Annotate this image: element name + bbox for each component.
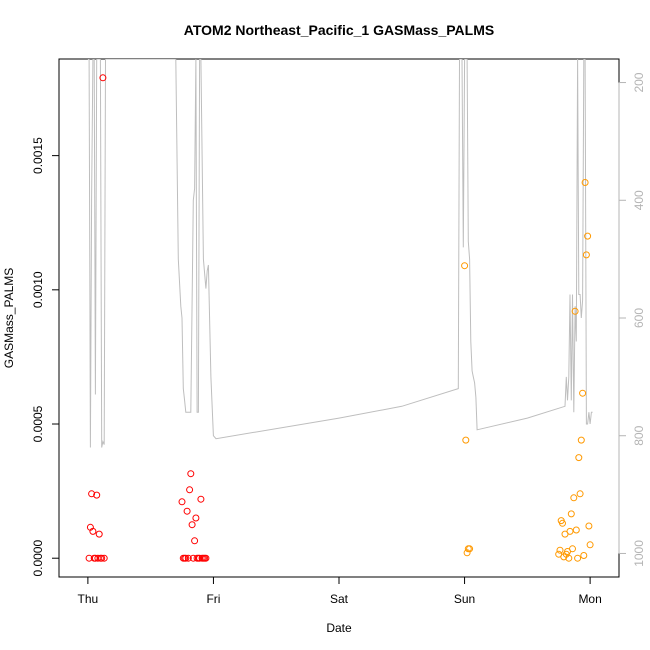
data-point — [178, 498, 186, 506]
y2-tick-label: 400 — [632, 190, 646, 210]
data-point — [559, 519, 566, 527]
y2-tick-label: 800 — [632, 425, 646, 445]
data-point — [197, 495, 205, 503]
y2-tick-label: 200 — [632, 72, 646, 92]
data-point — [183, 507, 191, 515]
data-point — [574, 554, 582, 562]
data-point — [571, 307, 579, 315]
y-tick-label: 0.0015 — [31, 137, 45, 174]
y-tick-label: 0.0000 — [31, 540, 45, 577]
y-axis: 0.0000 0.0005 0.0010 0.0015 — [31, 137, 60, 577]
y-axis-label: GASMass_PALMS — [2, 268, 16, 368]
y2-axis: 200 400 600 800 1000 — [618, 72, 646, 567]
data-point — [567, 510, 575, 518]
y-tick-label: 0.0005 — [31, 405, 45, 442]
data-point — [88, 490, 96, 498]
y2-tick-label: 1000 — [632, 540, 646, 567]
x-axis: Thu Fri Sat Sun Mon — [78, 576, 602, 606]
data-point — [99, 74, 107, 82]
data-point — [192, 514, 200, 522]
data-point — [100, 554, 108, 562]
data-point — [580, 552, 588, 559]
data-point — [565, 554, 573, 562]
data-point — [462, 436, 470, 444]
data-point — [182, 554, 190, 562]
chart-title: ATOM2 Northeast_Pacific_1 GASMass_PALMS — [184, 22, 494, 38]
data-point — [556, 546, 564, 554]
data-point — [576, 490, 584, 498]
data-point — [586, 541, 594, 549]
x-tick-label: Thu — [78, 592, 99, 606]
data-point — [582, 251, 590, 259]
plot-frame — [58, 58, 620, 578]
data-point — [184, 554, 192, 562]
data-point — [577, 436, 585, 444]
data-point — [584, 232, 592, 240]
data-point — [566, 527, 574, 535]
pressure-line-layer — [87, 59, 593, 448]
data-point — [570, 494, 578, 502]
x-tick-label: Fri — [206, 592, 220, 606]
pressure-line — [87, 59, 593, 448]
data-point — [572, 526, 580, 534]
y-tick-label: 0.0010 — [31, 271, 45, 308]
x-tick-label: Mon — [578, 592, 601, 606]
data-point — [95, 530, 103, 538]
x-tick-label: Sun — [454, 592, 475, 606]
y2-tick-label: 600 — [632, 308, 646, 328]
data-point — [569, 545, 576, 553]
data-point — [93, 491, 101, 499]
data-point — [585, 522, 593, 530]
data-point — [191, 537, 199, 545]
data-point — [187, 470, 195, 478]
data-point — [202, 554, 210, 562]
data-point — [89, 527, 97, 535]
data-point — [186, 486, 194, 494]
data-point — [579, 389, 587, 397]
data-point — [188, 521, 196, 529]
data-point — [98, 554, 106, 562]
data-point — [575, 454, 583, 462]
x-tick-label: Sat — [330, 592, 349, 606]
data-points-layer — [85, 74, 594, 562]
data-point — [581, 179, 589, 186]
data-point — [466, 545, 474, 553]
x-axis-label: Date — [326, 621, 352, 635]
data-point — [461, 262, 469, 270]
